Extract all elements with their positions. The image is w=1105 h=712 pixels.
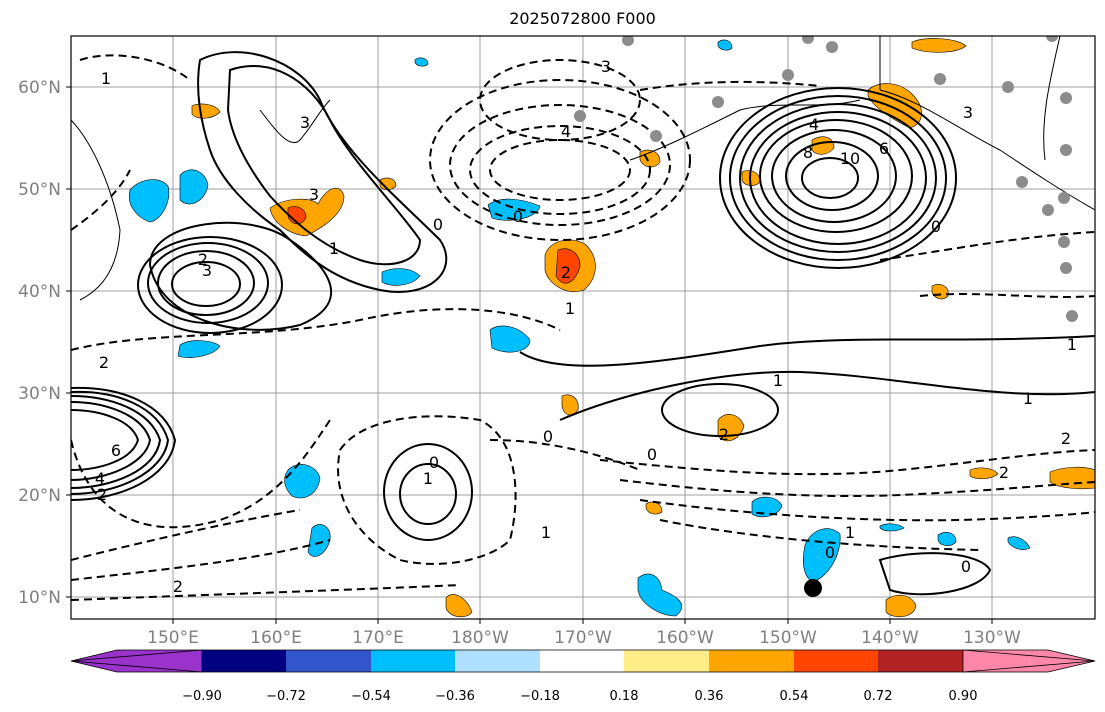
colorbar-extend-high: [962, 649, 1096, 673]
colorbar-tick: 0.72: [864, 689, 893, 704]
contour-label: 3: [202, 261, 212, 280]
colorbar-tick: −0.18: [520, 689, 560, 704]
lat-label: 10°N: [18, 588, 61, 608]
contour-label: 0: [429, 453, 439, 472]
colorbar-segment: [878, 650, 963, 672]
lat-label: 40°N: [18, 282, 61, 302]
contour-label: 0: [931, 217, 941, 236]
contour-label: 0: [961, 557, 971, 576]
station-markers: [574, 36, 1078, 322]
storm-marker: [804, 579, 822, 597]
contour-label: 0: [543, 427, 553, 446]
graticule: [71, 36, 1095, 619]
contour-label: 0: [433, 215, 443, 234]
contour-label: 1: [101, 69, 111, 88]
contour-label: 0: [647, 445, 657, 464]
colorbar-segment: [202, 650, 286, 672]
contour-label: 3: [300, 113, 310, 132]
lon-label: 160°W: [656, 628, 714, 648]
contour-label: 6: [111, 441, 121, 460]
lon-label: 130°W: [963, 628, 1021, 648]
colorbar-segment: [624, 650, 709, 672]
map-plot-area: 1 3 2 3 0 4 3 1 0 2 3 1 2 4 8 10 6 3 0 2…: [71, 36, 1095, 619]
lon-label: 160°E: [250, 628, 302, 648]
colorbar-segment: [286, 650, 371, 672]
contour-label: 4: [561, 122, 571, 141]
colorbar-segment: [709, 650, 794, 672]
coastlines: [71, 36, 1095, 301]
colorbar-segment: [455, 650, 540, 672]
contour-label: 4: [809, 115, 819, 134]
colorbar-tick: 0.90: [949, 689, 978, 704]
contour-label: 3: [309, 185, 319, 204]
contour-label: 1: [329, 239, 339, 258]
lat-label: 20°N: [18, 486, 61, 506]
map-title: 2025072800 F000: [509, 9, 656, 28]
colorbar-tick: −0.90: [182, 689, 222, 704]
contour-label: 1: [1067, 335, 1077, 354]
contour-label: 8: [803, 143, 813, 162]
colorbar-extend-low: [70, 649, 203, 673]
lat-label: 30°N: [18, 384, 61, 404]
lat-label: 50°N: [18, 180, 61, 200]
colorbar-segment: [371, 650, 455, 672]
contour-label: 1: [541, 523, 551, 542]
contour-label: 1: [845, 523, 855, 542]
contour-label: 2: [719, 425, 729, 444]
longitude-labels: 150°E 160°E 170°E 180°W 170°W 160°W 150°…: [147, 628, 1021, 648]
contour-label: 1: [423, 469, 433, 488]
lon-label: 140°W: [861, 628, 919, 648]
lat-label: 60°N: [18, 78, 61, 98]
contour-label: 1: [773, 371, 783, 390]
contour-label: 10: [840, 149, 860, 168]
contour-label: 0: [513, 207, 523, 226]
contour-label: 2: [1061, 429, 1071, 448]
lon-label: 150°W: [759, 628, 817, 648]
contour-labels: 1 3 2 3 0 4 3 1 0 2 3 1 2 4 8 10 6 3 0 2…: [95, 57, 1077, 596]
contour-label: 2: [173, 577, 183, 596]
lon-label: 170°W: [554, 628, 612, 648]
colorbar-tick: −0.36: [435, 689, 475, 704]
colorbar-tick: 0.18: [610, 689, 639, 704]
contour-label: 1: [1023, 389, 1033, 408]
colorbar-tick: −0.54: [351, 689, 391, 704]
contour-label: 4: [95, 469, 105, 488]
contour-label: 3: [601, 57, 611, 76]
colorbar-segment: [794, 650, 878, 672]
colorbar-outline: [70, 649, 1096, 673]
colorbar-tick: 0.36: [695, 689, 724, 704]
colorbar-segment: [540, 650, 624, 672]
contour-lines: [71, 51, 1095, 596]
colorbar: [70, 649, 1096, 673]
contour-label: 2: [97, 485, 107, 504]
contour-label: 2: [198, 250, 208, 269]
contour-label: 2: [99, 353, 109, 372]
contour-label: 0: [825, 543, 835, 562]
shaded-anomalies: [128, 38, 1095, 618]
lon-label: 170°E: [352, 628, 404, 648]
lon-label: 180°W: [451, 628, 509, 648]
dashed-contours: [71, 54, 1095, 601]
contour-label: 2: [999, 463, 1009, 482]
colorbar-tick: −0.72: [266, 689, 306, 704]
contour-label: 1: [565, 299, 575, 318]
contour-label: 3: [963, 103, 973, 122]
colorbar-ticks: −0.90 −0.72 −0.54 −0.36 −0.18 0.18 0.36 …: [182, 689, 977, 704]
lon-label: 150°E: [147, 628, 199, 648]
latitude-labels: 60°N 50°N 40°N 30°N 20°N 10°N: [18, 78, 61, 608]
contour-label: 6: [879, 139, 889, 158]
colorbar-tick: 0.54: [780, 689, 809, 704]
contour-label: 2: [561, 263, 571, 282]
